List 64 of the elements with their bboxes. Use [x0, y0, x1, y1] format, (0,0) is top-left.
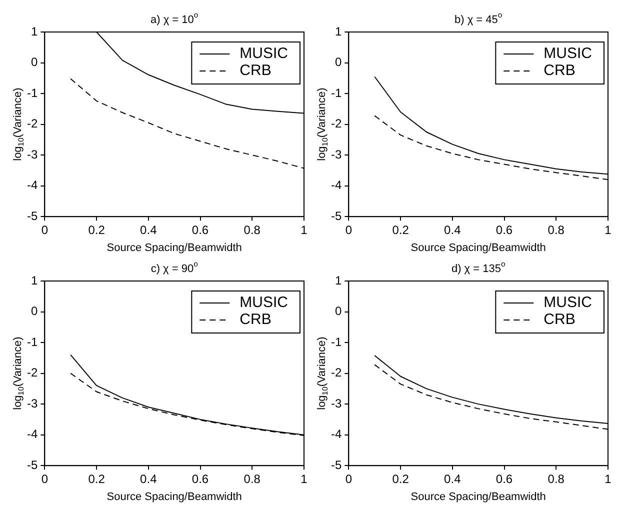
y-tick-label: -5 [331, 458, 342, 472]
y-tick-label: 0 [334, 304, 342, 318]
x-tick-label: 0.8 [244, 472, 261, 486]
x-tick-label: 1 [604, 223, 612, 238]
x-tick-label: 1 [300, 223, 308, 238]
x-tick-label: 0.8 [548, 223, 565, 238]
y-tick-label: -1 [27, 334, 38, 349]
y-tick-label: -2 [331, 116, 342, 131]
legend-label: MUSIC [544, 45, 592, 62]
x-tick-label: 0.6 [192, 472, 209, 486]
x-tick-label: 0 [41, 223, 48, 238]
x-tick-label: 0.4 [140, 472, 158, 486]
y-tick-label: -3 [331, 396, 342, 410]
x-axis-title: Source Spacing/Beamwidth [106, 242, 242, 254]
x-tick-label: 0.4 [444, 472, 462, 486]
y-tick-label: 0 [30, 55, 38, 70]
y-tick-label: -4 [331, 178, 342, 192]
y-tick-label: -5 [27, 208, 38, 223]
x-tick-label: 0.6 [192, 223, 209, 238]
x-tick-label: 0.8 [244, 223, 261, 238]
legend-label: CRB [544, 311, 576, 328]
x-tick-label: 0 [345, 223, 352, 238]
y-tick-label: -1 [27, 86, 38, 100]
x-tick-label: 1 [604, 472, 612, 486]
y-tick-label: -3 [27, 396, 38, 410]
y-tick-label: -2 [27, 366, 38, 380]
x-tick-label: 0 [345, 472, 352, 486]
x-tick-label: 0.6 [496, 223, 513, 238]
x-tick-label: 1 [300, 472, 308, 486]
x-tick-label: 0.2 [392, 472, 410, 486]
legend-label: MUSIC [240, 294, 288, 312]
y-tick-label: 0 [334, 55, 342, 70]
y-tick-label: 1 [334, 273, 342, 288]
y-tick-label: -5 [27, 458, 38, 472]
legend-label: CRB [544, 62, 576, 80]
x-axis-title: Source Spacing/Beamwidth [106, 491, 242, 504]
y-tick-label: -1 [331, 86, 342, 100]
x-tick-label: 0.4 [140, 223, 158, 238]
x-tick-label: 0 [41, 472, 48, 486]
y-tick-label: -4 [27, 427, 38, 442]
legend-label: MUSIC [240, 45, 288, 62]
y-tick-label: -3 [27, 147, 38, 162]
x-tick-label: 0.6 [496, 472, 513, 486]
x-axis-title: Source Spacing/Beamwidth [410, 242, 546, 254]
y-tick-label: -2 [331, 366, 342, 380]
y-tick-label: 1 [334, 24, 342, 38]
x-tick-label: 0.2 [88, 472, 106, 486]
y-tick-label: 1 [30, 273, 38, 288]
y-tick-label: -3 [331, 147, 342, 162]
legend-label: CRB [240, 311, 272, 328]
x-tick-label: 0.2 [392, 223, 410, 238]
y-tick-label: -4 [27, 178, 38, 192]
y-tick-label: -4 [331, 427, 342, 442]
legend-label: CRB [240, 62, 272, 80]
y-tick-label: -1 [331, 334, 342, 349]
x-tick-label: 0.2 [88, 223, 106, 238]
x-tick-label: 0.8 [548, 472, 565, 486]
y-tick-label: 0 [30, 304, 38, 318]
legend-label: MUSIC [544, 294, 592, 312]
y-tick-label: 1 [30, 24, 38, 38]
x-tick-label: 0.4 [444, 223, 462, 238]
y-tick-label: -5 [331, 208, 342, 223]
y-tick-label: -2 [27, 116, 38, 131]
x-axis-title: Source Spacing/Beamwidth [410, 491, 546, 504]
